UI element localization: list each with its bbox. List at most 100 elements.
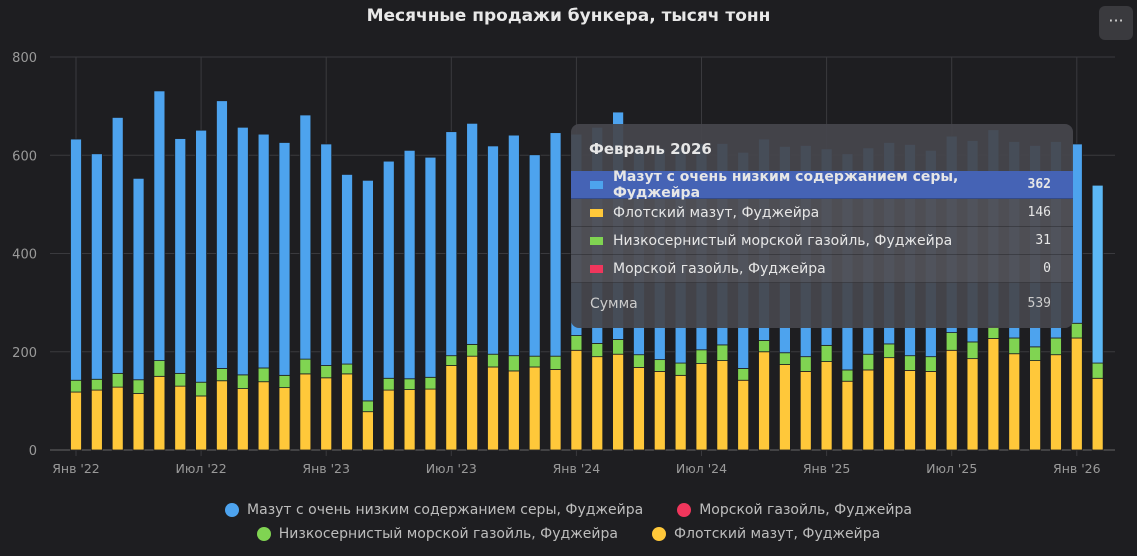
bar-segment[interactable] bbox=[487, 353, 499, 368]
bar-segment[interactable] bbox=[820, 361, 833, 451]
bar-segment[interactable] bbox=[278, 387, 291, 451]
bar-segment[interactable] bbox=[549, 132, 562, 357]
bar-segment[interactable] bbox=[507, 355, 520, 372]
bar-segment[interactable] bbox=[1029, 346, 1041, 361]
bar-segment[interactable] bbox=[674, 374, 687, 451]
bar-segment[interactable] bbox=[1050, 354, 1062, 451]
bar-segment[interactable] bbox=[445, 131, 458, 357]
bar-segment[interactable] bbox=[216, 380, 228, 451]
bar-segment[interactable] bbox=[382, 389, 395, 451]
bar-segment[interactable] bbox=[466, 343, 479, 357]
bar-segment[interactable] bbox=[862, 353, 875, 371]
bar-segment[interactable] bbox=[507, 134, 520, 357]
bar-segment[interactable] bbox=[153, 360, 166, 377]
bar-segment[interactable] bbox=[570, 349, 583, 451]
bar-segment[interactable] bbox=[674, 362, 687, 376]
bar-segment[interactable] bbox=[382, 377, 395, 391]
bar-segment[interactable] bbox=[361, 179, 374, 402]
bar-segment[interactable] bbox=[341, 363, 353, 375]
bar-segment[interactable] bbox=[236, 388, 249, 451]
bar-segment[interactable] bbox=[1008, 353, 1021, 451]
bar-segment[interactable] bbox=[195, 395, 208, 451]
bar-segment[interactable] bbox=[904, 370, 916, 451]
bar-segment[interactable] bbox=[445, 365, 458, 451]
bar-segment[interactable] bbox=[320, 365, 333, 379]
bar-segment[interactable] bbox=[779, 364, 791, 451]
bar-segment[interactable] bbox=[612, 339, 624, 355]
bar-segment[interactable] bbox=[1029, 360, 1041, 451]
bar-segment[interactable] bbox=[153, 90, 166, 361]
bar-segment[interactable] bbox=[528, 366, 541, 451]
bar-segment[interactable] bbox=[174, 372, 187, 387]
bar-segment[interactable] bbox=[487, 145, 499, 355]
bar-segment[interactable] bbox=[883, 357, 896, 451]
bar-segment[interactable] bbox=[257, 381, 270, 451]
bar-segment[interactable] bbox=[361, 411, 374, 451]
bar-segment[interactable] bbox=[466, 355, 479, 451]
bar-segment[interactable] bbox=[1091, 184, 1104, 364]
bar-segment[interactable] bbox=[132, 393, 145, 451]
bar-segment[interactable] bbox=[528, 355, 541, 368]
legend-item[interactable]: Флотский мазут, Фуджейра bbox=[651, 526, 880, 542]
bar-segment[interactable] bbox=[862, 369, 875, 451]
bar-segment[interactable] bbox=[132, 379, 145, 394]
bar-segment[interactable] bbox=[737, 379, 750, 451]
bar-segment[interactable] bbox=[779, 352, 791, 365]
bar-segment[interactable] bbox=[841, 380, 854, 451]
bar-segment[interactable] bbox=[1091, 362, 1104, 379]
bar-segment[interactable] bbox=[424, 376, 437, 390]
bar-segment[interactable] bbox=[924, 356, 937, 372]
bar-segment[interactable] bbox=[278, 142, 291, 376]
bar-segment[interactable] bbox=[174, 385, 187, 451]
bar-segment[interactable] bbox=[612, 353, 624, 451]
bar-segment[interactable] bbox=[382, 160, 395, 379]
bar-segment[interactable] bbox=[70, 391, 82, 451]
bar-segment[interactable] bbox=[341, 174, 353, 365]
bar-segment[interactable] bbox=[299, 114, 312, 360]
bar-segment[interactable] bbox=[945, 349, 958, 451]
bar-segment[interactable] bbox=[945, 332, 958, 351]
bar-segment[interactable] bbox=[987, 338, 1000, 451]
bar-segment[interactable] bbox=[195, 129, 208, 383]
bar-segment[interactable] bbox=[653, 359, 666, 372]
bar-segment[interactable] bbox=[320, 377, 333, 451]
bar-segment[interactable] bbox=[257, 133, 270, 369]
bar-segment[interactable] bbox=[111, 372, 124, 388]
bar-segment[interactable] bbox=[758, 351, 770, 451]
bar-segment[interactable] bbox=[153, 375, 166, 451]
bar-segment[interactable] bbox=[799, 356, 812, 372]
bar-segment[interactable] bbox=[716, 360, 729, 451]
bar-segment[interactable] bbox=[883, 343, 896, 359]
bar-segment[interactable] bbox=[966, 341, 979, 360]
bar-segment[interactable] bbox=[403, 149, 416, 380]
bar-segment[interactable] bbox=[132, 177, 145, 381]
bar-segment[interactable] bbox=[1070, 337, 1083, 451]
bar-segment[interactable] bbox=[403, 378, 416, 390]
bar-segment[interactable] bbox=[758, 340, 770, 353]
bar-segment[interactable] bbox=[924, 370, 937, 451]
legend-item[interactable]: Низкосернистый морской газойль, Фуджейра bbox=[256, 526, 618, 542]
bar-segment[interactable] bbox=[716, 344, 729, 361]
bar-segment[interactable] bbox=[570, 335, 583, 351]
bar-segment[interactable] bbox=[236, 374, 249, 389]
bar-segment[interactable] bbox=[1091, 377, 1104, 451]
bar-segment[interactable] bbox=[507, 370, 520, 451]
bar-segment[interactable] bbox=[591, 342, 604, 358]
bar-segment[interactable] bbox=[257, 367, 270, 383]
bar-segment[interactable] bbox=[90, 378, 103, 391]
bar-segment[interactable] bbox=[528, 154, 541, 357]
bar-segment[interactable] bbox=[341, 373, 353, 451]
bar-segment[interactable] bbox=[1008, 337, 1021, 355]
bar-segment[interactable] bbox=[299, 373, 312, 451]
bar-segment[interactable] bbox=[111, 386, 124, 451]
bar-segment[interactable] bbox=[424, 156, 437, 378]
bar-segment[interactable] bbox=[987, 325, 1000, 339]
bar-segment[interactable] bbox=[633, 367, 645, 451]
bar-segment[interactable] bbox=[633, 354, 645, 368]
bar-segment[interactable] bbox=[216, 368, 228, 382]
legend-item[interactable]: Морской газойль, Фуджейра bbox=[677, 502, 912, 518]
bar-segment[interactable] bbox=[361, 400, 374, 413]
bar-segment[interactable] bbox=[320, 143, 333, 366]
bar-segment[interactable] bbox=[549, 369, 562, 451]
bar-segment[interactable] bbox=[653, 370, 666, 451]
